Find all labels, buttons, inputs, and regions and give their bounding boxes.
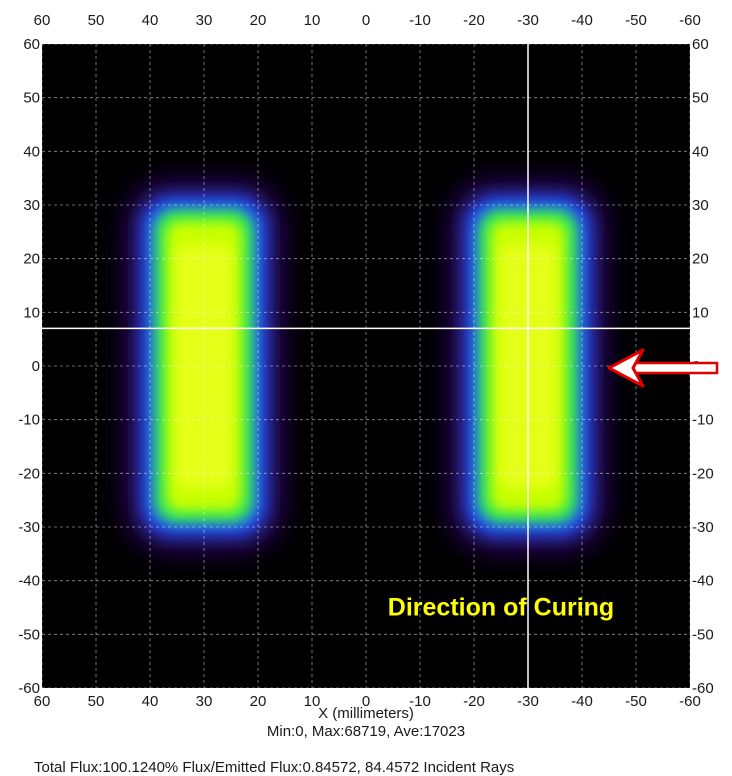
- x-tick-label-bottom: 40: [142, 693, 159, 710]
- x-tick-label-top: 10: [304, 12, 321, 29]
- x-tick-label-bottom: -30: [517, 693, 539, 710]
- y-tick-label-left: -20: [18, 465, 40, 482]
- y-tick-label-right: 20: [692, 251, 709, 268]
- x-tick-label-top: -20: [463, 12, 485, 29]
- x-tick-label-top: -50: [625, 12, 647, 29]
- y-tick-label-right: -10: [692, 412, 714, 429]
- y-tick-label-right: 30: [692, 197, 709, 214]
- y-tick-label-left: -10: [18, 412, 40, 429]
- x-axis-label: X (millimeters): [318, 705, 414, 722]
- y-tick-label-right: 60: [692, 36, 709, 53]
- y-tick-label-right: -40: [692, 573, 714, 590]
- x-tick-label-top: 20: [250, 12, 267, 29]
- arrow-head: [607, 348, 645, 388]
- annotation-direction-of-curing: Direction of Curing: [388, 594, 614, 622]
- x-tick-label-top: 30: [196, 12, 213, 29]
- y-tick-label-right: 50: [692, 90, 709, 107]
- y-tick-label-left: 10: [23, 304, 40, 321]
- x-tick-label-bottom: 60: [34, 693, 51, 710]
- y-tick-label-left: -60: [18, 680, 40, 697]
- x-tick-label-top: -10: [409, 12, 431, 29]
- x-tick-label-top: -60: [679, 12, 701, 29]
- y-tick-label-left: -40: [18, 573, 40, 590]
- x-tick-label-top: 0: [362, 12, 370, 29]
- x-tick-label-bottom: 30: [196, 693, 213, 710]
- curing-direction-arrow: [607, 348, 719, 388]
- footer-summary: Total Flux:100.1240% Flux/Emitted Flux:0…: [34, 759, 515, 776]
- y-tick-label-right: 10: [692, 304, 709, 321]
- y-tick-label-left: 30: [23, 197, 40, 214]
- y-tick-label-left: -30: [18, 519, 40, 536]
- arrow-shaft: [627, 361, 719, 375]
- y-tick-label-left: 20: [23, 251, 40, 268]
- x-tick-label-bottom: 50: [88, 693, 105, 710]
- stats-line: Min:0, Max:68719, Ave:17023: [266, 723, 466, 740]
- x-tick-label-top: 50: [88, 12, 105, 29]
- x-tick-label-bottom: 0: [362, 693, 370, 710]
- y-tick-label-left: 60: [23, 36, 40, 53]
- x-tick-label-top: -40: [571, 12, 593, 29]
- y-tick-label-left: 0: [32, 358, 40, 375]
- x-tick-label-bottom: 10: [304, 693, 321, 710]
- y-tick-label-left: 40: [23, 143, 40, 160]
- x-tick-label-bottom: -50: [625, 693, 647, 710]
- x-tick-label-bottom: -60: [679, 693, 701, 710]
- y-tick-label-right: -20: [692, 465, 714, 482]
- x-tick-label-top: 40: [142, 12, 159, 29]
- x-tick-label-bottom: -10: [409, 693, 431, 710]
- y-tick-label-left: -50: [18, 626, 40, 643]
- y-tick-label-right: -60: [692, 680, 714, 697]
- x-tick-label-top: -30: [517, 12, 539, 29]
- y-tick-label-right: -50: [692, 626, 714, 643]
- x-tick-label-top: 60: [34, 12, 51, 29]
- x-tick-label-bottom: 20: [250, 693, 267, 710]
- y-tick-label-right: 40: [692, 143, 709, 160]
- y-tick-label-right: -30: [692, 519, 714, 536]
- x-tick-label-bottom: -20: [463, 693, 485, 710]
- x-tick-label-bottom: -40: [571, 693, 593, 710]
- y-tick-label-left: 50: [23, 90, 40, 107]
